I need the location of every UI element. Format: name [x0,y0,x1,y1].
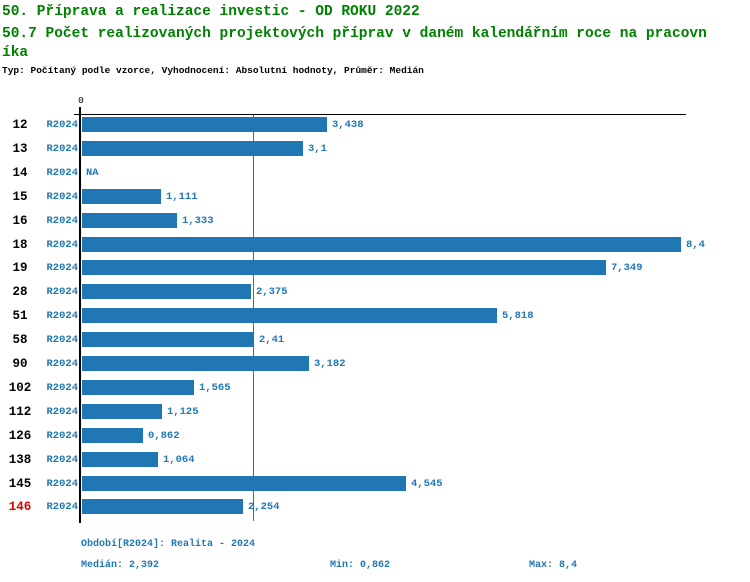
row-category-label: 15 [12,190,28,204]
period-info: Období[R2024]: Realita - 2024 [81,539,256,550]
row-category-label: 102 [8,381,32,395]
chart-row: 51 R2024 5,818 [0,308,750,323]
row-category-label: 51 [12,309,28,323]
bar-value-label: 1,333 [182,215,214,227]
bar-value-label: 2,254 [248,501,280,513]
median-stat: Medián: 2,392 [81,560,160,571]
bar-chart: 0 12 R2024 3,438 13 R2024 3,1 14 R2024 NA 15 R2024… [0,90,750,535]
row-category-label: 58 [12,333,28,347]
bar [82,332,254,347]
chart-subtitle: Typ: Počítaný podle vzorce, Vyhodnocení:… [2,65,424,76]
row-period-label: R2024 [46,262,78,274]
chart-row: 146 R2024 2,254 [0,499,750,514]
row-period-label: R2024 [46,358,78,370]
row-category-label: 19 [12,261,28,275]
bar-value-label: 4,545 [411,478,443,490]
bar [82,237,681,252]
row-period-label: R2024 [46,501,78,513]
chart-row: 90 R2024 3,182 [0,356,750,371]
chart-row: 58 R2024 2,41 [0,332,750,347]
bar [82,213,177,228]
row-period-label: R2024 [46,167,78,179]
chart-row: 102 R2024 1,565 [0,380,750,395]
row-period-label: R2024 [46,191,78,203]
row-category-label: 90 [12,357,28,371]
chart-row: 14 R2024 NA [0,165,750,180]
row-category-label: 16 [12,214,28,228]
bar-value-label: 8,4 [686,239,705,251]
bar [82,404,162,419]
row-category-label: 28 [12,285,28,299]
row-category-label: 14 [12,166,28,180]
chart-row: 145 R2024 4,545 [0,476,750,491]
y-axis-line [79,107,81,523]
row-period-label: R2024 [46,215,78,227]
bar-value-label: 2,41 [259,334,285,346]
chart-row: 16 R2024 1,333 [0,213,750,228]
chart-row: 28 R2024 2,375 [0,284,750,299]
bar-value-label: 1,064 [163,454,195,466]
bar [82,499,243,514]
bar [82,428,143,443]
bar-value-label: 1,125 [167,406,199,418]
bar-value-label: 1,111 [166,191,198,203]
row-category-label: 13 [12,142,28,156]
row-period-label: R2024 [46,310,78,322]
bar-value-label: 7,349 [611,262,643,274]
bar-value-label: 3,1 [308,143,327,155]
row-category-label: 18 [12,238,28,252]
bar-value-label: 0,862 [148,430,180,442]
max-stat: Max: 8,4 [529,560,578,571]
row-period-label: R2024 [46,478,78,490]
row-period-label: R2024 [46,119,78,131]
bar [82,141,303,156]
bar-value-label: 3,182 [314,358,346,370]
row-category-label: 138 [8,453,32,467]
bar-value-label: 2,375 [256,286,288,298]
chart-row: 12 R2024 3,438 [0,117,750,132]
chart-title: 50.7 Počet realizovaných projektových př… [2,26,707,61]
bar [82,284,251,299]
row-period-label: R2024 [46,239,78,251]
na-label: NA [86,167,99,179]
row-period-label: R2024 [46,430,78,442]
chart-row: 138 R2024 1,064 [0,452,750,467]
x-axis-zero-tick-label: 0 [78,95,84,106]
row-period-label: R2024 [46,143,78,155]
chart-row: 13 R2024 3,1 [0,141,750,156]
bar [82,189,161,204]
row-category-label: 126 [8,429,32,443]
x-axis-line [74,114,686,115]
bar-value-label: 1,565 [199,382,231,394]
chart-row: 112 R2024 1,125 [0,404,750,419]
bar [82,380,194,395]
row-category-label: 112 [8,405,32,419]
chart-row: 15 R2024 1,111 [0,189,750,204]
page-title: 50. Příprava a realizace investic - OD R… [2,4,420,20]
row-category-label: 145 [8,477,32,491]
row-period-label: R2024 [46,406,78,418]
bar-value-label: 3,438 [332,119,364,131]
row-category-label: 12 [12,118,28,132]
row-period-label: R2024 [46,454,78,466]
bar [82,308,497,323]
bar [82,476,406,491]
bar [82,260,606,275]
chart-row: 126 R2024 0,862 [0,428,750,443]
bar [82,356,309,371]
min-stat: Min: 0,862 [330,560,391,571]
row-period-label: R2024 [46,334,78,346]
chart-row: 19 R2024 7,349 [0,260,750,275]
bar-value-label: 5,818 [502,310,534,322]
bar [82,452,158,467]
bar [82,117,327,132]
row-category-label: 146 [8,500,32,514]
chart-row: 18 R2024 8,4 [0,237,750,252]
row-period-label: R2024 [46,382,78,394]
row-period-label: R2024 [46,286,78,298]
